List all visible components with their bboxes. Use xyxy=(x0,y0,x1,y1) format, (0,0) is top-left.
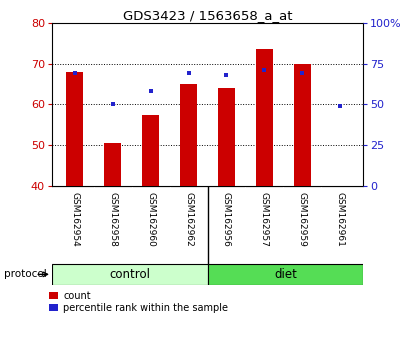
Legend: count, percentile rank within the sample: count, percentile rank within the sample xyxy=(49,290,229,314)
Bar xyxy=(294,64,311,186)
Bar xyxy=(218,88,235,186)
Text: GSM162962: GSM162962 xyxy=(184,192,193,247)
Bar xyxy=(66,72,83,186)
Bar xyxy=(180,84,197,186)
Bar xyxy=(142,115,159,186)
Text: GSM162957: GSM162957 xyxy=(260,192,269,247)
Point xyxy=(185,71,192,76)
Bar xyxy=(104,143,121,186)
Text: protocol: protocol xyxy=(4,269,47,279)
Bar xyxy=(52,264,208,285)
Text: GSM162956: GSM162956 xyxy=(222,192,231,247)
Text: GSM162960: GSM162960 xyxy=(146,192,155,247)
Point xyxy=(337,103,344,109)
Point xyxy=(261,67,268,73)
Text: GSM162954: GSM162954 xyxy=(70,192,79,247)
Text: diet: diet xyxy=(274,268,297,281)
Text: GSM162958: GSM162958 xyxy=(108,192,117,247)
Text: GSM162959: GSM162959 xyxy=(298,192,307,247)
Point xyxy=(71,71,78,76)
Point xyxy=(223,72,230,78)
Text: control: control xyxy=(109,268,150,281)
Text: GDS3423 / 1563658_a_at: GDS3423 / 1563658_a_at xyxy=(123,9,292,22)
Bar xyxy=(208,264,363,285)
Bar xyxy=(256,50,273,186)
Point xyxy=(109,102,116,107)
Point xyxy=(147,88,154,94)
Text: GSM162961: GSM162961 xyxy=(336,192,345,247)
Point xyxy=(299,71,306,76)
